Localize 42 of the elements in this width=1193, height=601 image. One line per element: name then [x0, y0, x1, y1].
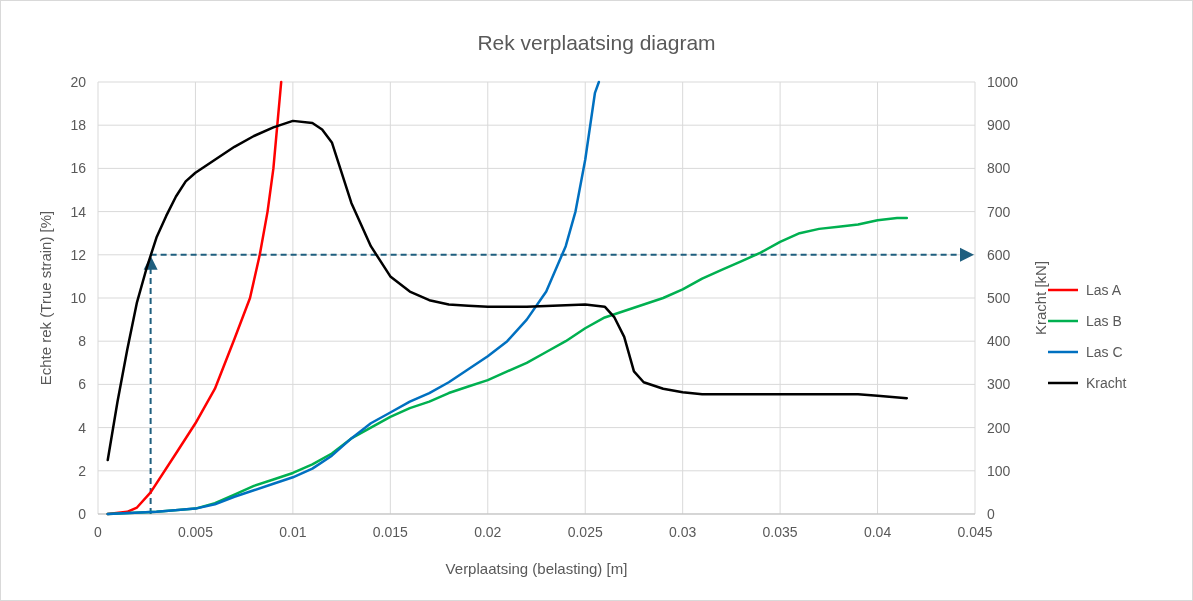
x-tick-label: 0.03	[669, 524, 697, 540]
y2-tick-label: 100	[987, 462, 1011, 479]
x-tick-label: 0	[94, 524, 103, 540]
legend-label: Las C	[1086, 344, 1123, 360]
x-tick-label: 0.025	[567, 524, 603, 540]
y2-tick-label: 1000	[987, 74, 1019, 90]
y2-tick-label: 300	[987, 376, 1011, 393]
y-tick-label: 18	[70, 117, 87, 134]
chart-title: Rek verplaatsing diagram	[477, 31, 716, 54]
legend-label: Kracht	[1086, 375, 1127, 391]
y2-tick-label: 200	[987, 419, 1011, 436]
y-tick-label: 6	[78, 376, 87, 393]
legend-label: Las B	[1086, 313, 1122, 329]
x-tick-label: 0.01	[279, 524, 307, 540]
y-tick-label: 14	[70, 203, 87, 220]
y-tick-label: 10	[70, 290, 87, 306]
y2-tick-label: 400	[987, 333, 1011, 350]
y-tick-label: 2	[78, 462, 87, 479]
y2-axis-title: Kracht [kN]	[1032, 260, 1049, 336]
y-axis-title: Echte rek (True strain) [%]	[37, 210, 54, 386]
y-tick-label: 8	[78, 333, 87, 350]
x-tick-label: 0.02	[474, 524, 502, 540]
x-tick-label: 0.005	[177, 524, 214, 540]
y-tick-label: 4	[78, 419, 87, 436]
x-tick-label: 0.045	[957, 524, 993, 540]
legend-label: Las A	[1086, 282, 1122, 298]
line-series	[106, 80, 601, 516]
x-tick-label: 0.035	[762, 524, 798, 540]
y2-tick-label: 900	[987, 117, 1011, 134]
x-tick-label: 0.04	[863, 524, 892, 540]
y2-tick-label: 800	[987, 160, 1011, 177]
y2-tick-label: 500	[987, 290, 1011, 306]
y-tick-label: 12	[70, 246, 87, 263]
y-tick-label: 16	[70, 160, 87, 177]
x-axis-title: Verplaatsing (belasting) [m]	[445, 560, 628, 577]
y-tick-label: 20	[70, 74, 87, 90]
y2-tick-label: 600	[987, 246, 1011, 263]
x-tick-label: 0.015	[372, 524, 409, 540]
y2-tick-label: 0	[987, 506, 995, 522]
line-series	[106, 119, 909, 462]
y-tick-label: 0	[78, 506, 87, 522]
y2-tick-label: 700	[987, 203, 1011, 220]
